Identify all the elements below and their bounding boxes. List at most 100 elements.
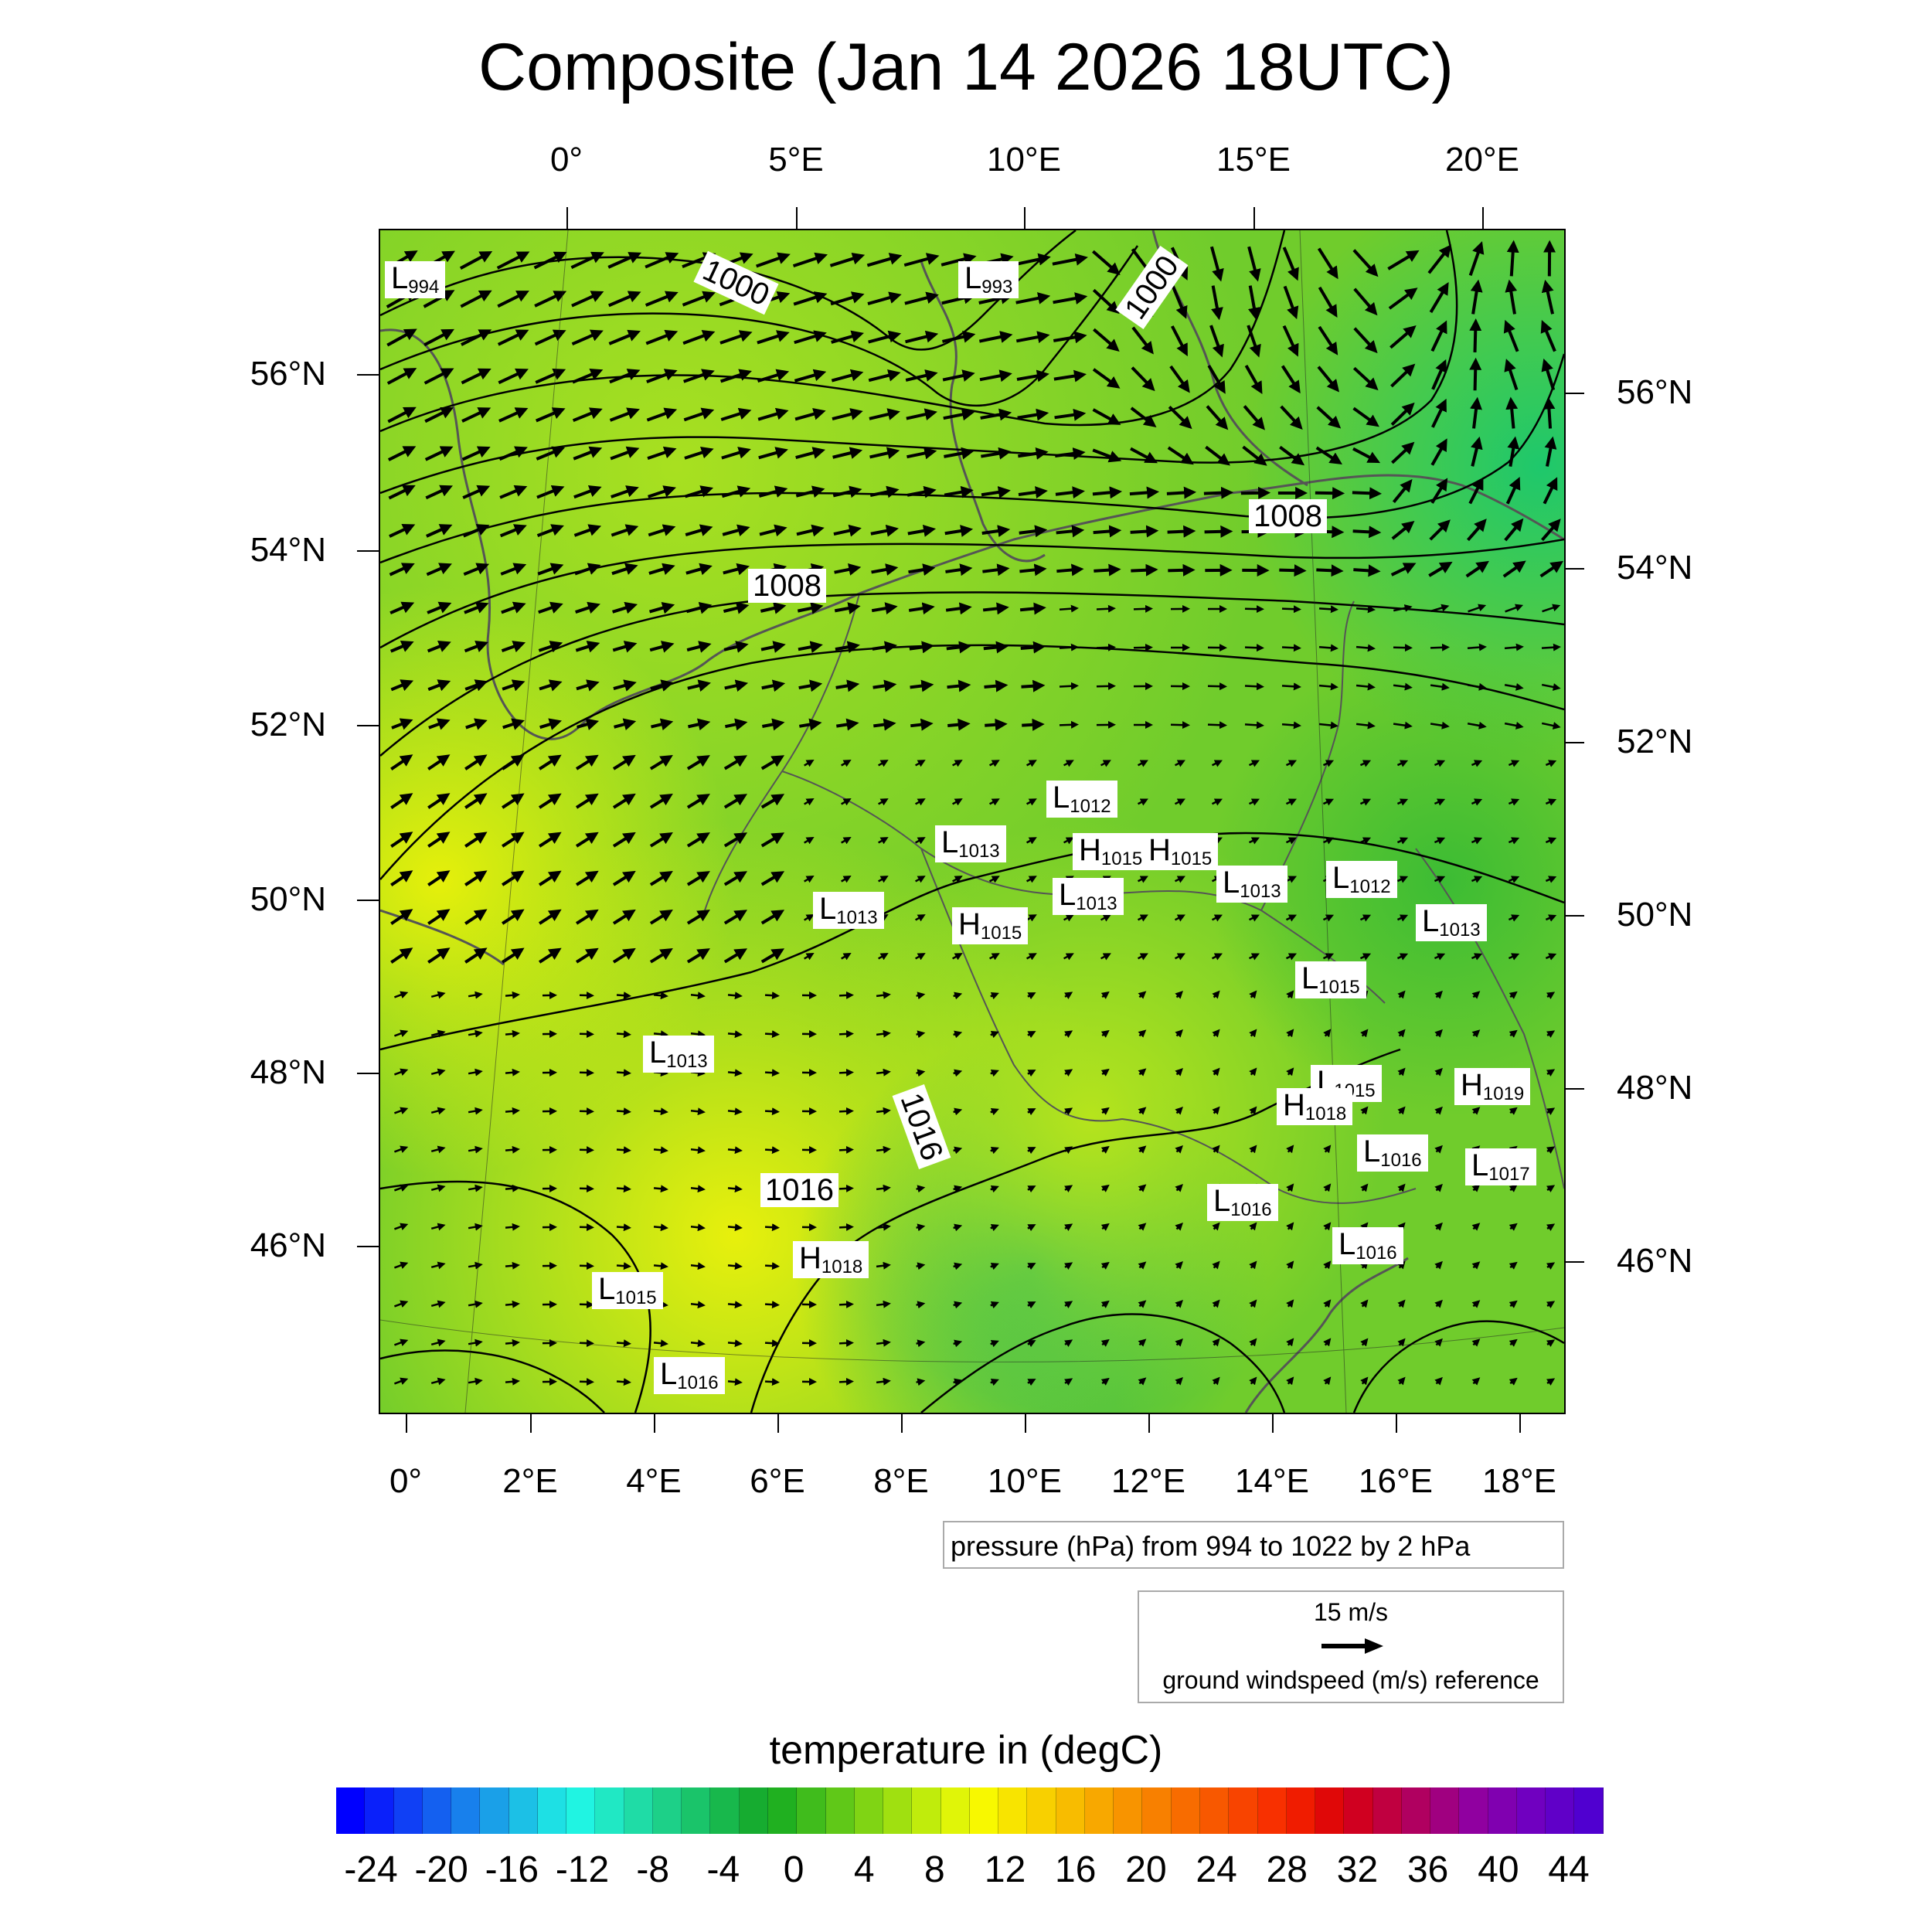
wind-vector — [1064, 1069, 1073, 1077]
wind-vector — [427, 947, 451, 964]
wind-vector — [804, 875, 815, 883]
wind-vector — [393, 1261, 409, 1270]
wind-vector — [1396, 876, 1409, 883]
colorbar-swatch — [739, 1787, 768, 1834]
wind-vector — [1508, 798, 1520, 806]
wind-vector — [1175, 1106, 1183, 1115]
wind-vector — [1212, 1029, 1220, 1038]
wind-vector — [1285, 914, 1298, 922]
wind-vector — [908, 563, 936, 576]
wind-vector — [1100, 1338, 1110, 1347]
wind-vector — [832, 408, 863, 421]
wind-vector — [501, 601, 526, 614]
wind-vector — [1092, 288, 1120, 315]
wind-vector — [650, 679, 674, 692]
wind-vector — [1434, 1029, 1443, 1038]
wind-vector — [1100, 1300, 1110, 1308]
bottom-lon-label: 2°E — [502, 1462, 558, 1500]
wind-vector — [1064, 1301, 1073, 1309]
wind-vector — [390, 909, 413, 925]
map-plot-area[interactable]: L994 L993 L1012 L1013 H1015 H1015 L1013 … — [379, 229, 1566, 1414]
wind-vector — [616, 1107, 631, 1116]
wind-vector — [764, 1301, 780, 1309]
wind-vector — [536, 446, 566, 461]
tick — [796, 207, 798, 229]
wind-vector — [795, 485, 825, 498]
wind-vector — [953, 1185, 963, 1193]
colorbar-tick-label: -12 — [555, 1849, 610, 1890]
wind-vector — [1391, 441, 1415, 464]
wind-vector — [945, 602, 972, 615]
wind-vector — [427, 640, 451, 653]
colorbar-swatch — [336, 1787, 366, 1834]
wind-vector — [683, 407, 715, 422]
wind-vector — [608, 291, 641, 308]
tick — [566, 207, 568, 229]
wind-vector — [792, 252, 828, 268]
wind-vector — [1168, 563, 1196, 577]
wind-vector — [464, 601, 489, 614]
pressure-center-marker: H1015 — [952, 907, 1029, 944]
wind-vector — [393, 1300, 409, 1308]
wind-vector — [1026, 876, 1037, 883]
wind-vector — [1355, 605, 1376, 614]
pressure-center-marker: L1015 — [592, 1272, 663, 1309]
wind-vector — [645, 329, 679, 345]
wind-vector — [1166, 486, 1197, 499]
wind-vector — [1174, 760, 1185, 767]
wind-vector — [391, 718, 413, 730]
wind-vector — [727, 1262, 743, 1270]
wind-vector — [1212, 990, 1220, 999]
wind-vector — [1388, 287, 1418, 310]
wind-vector — [1360, 1299, 1369, 1308]
wind-vector — [1286, 1222, 1294, 1231]
wind-vector — [1468, 477, 1484, 505]
wind-vector — [1285, 837, 1298, 845]
wind-vector — [871, 602, 898, 615]
wind-vector — [1100, 1377, 1110, 1386]
isobar-label: 1008 — [748, 569, 826, 603]
wind-vector — [468, 1068, 483, 1077]
wind-vector — [1434, 953, 1446, 961]
wind-vector — [916, 1378, 926, 1386]
wind-vector — [1207, 721, 1227, 730]
wind-vector — [1430, 721, 1450, 730]
wind-vector — [760, 794, 785, 809]
tick — [1396, 1411, 1397, 1433]
wind-vector — [424, 407, 454, 423]
wind-vector — [571, 291, 604, 308]
wind-vector — [1174, 798, 1185, 806]
right-lat-label: 48°N — [1617, 1069, 1693, 1107]
colorbar-swatch — [883, 1787, 913, 1834]
wind-vector — [1315, 487, 1345, 500]
wind-vector — [613, 679, 637, 692]
wind-vector — [1248, 285, 1260, 321]
wind-vector — [464, 947, 488, 964]
wind-vector — [1212, 1260, 1220, 1270]
wind-vector — [425, 485, 453, 500]
wind-vector — [1318, 605, 1338, 614]
wind-vector — [953, 1107, 963, 1116]
pressure-center-marker: L1016 — [654, 1357, 725, 1394]
wind-vector — [876, 991, 891, 999]
wind-vector — [867, 291, 902, 305]
wind-vector — [575, 832, 599, 848]
wind-vector — [727, 1069, 743, 1077]
wind-vector — [1175, 1029, 1183, 1038]
temperature-colorbar — [336, 1787, 1604, 1834]
wind-vector — [1212, 1106, 1220, 1115]
wind-vector — [1430, 438, 1447, 466]
wind-vector — [1064, 1223, 1073, 1232]
wind-vector — [723, 602, 750, 614]
wind-vector — [1021, 679, 1046, 692]
wind-vector — [720, 407, 752, 421]
wind-vector — [1546, 1107, 1556, 1116]
wind-vector — [502, 679, 526, 692]
wind-vector — [538, 641, 563, 653]
wind-vector — [830, 291, 865, 306]
wind-vector — [1100, 1068, 1110, 1077]
wind-vector — [1017, 408, 1049, 421]
wind-vector — [1137, 876, 1148, 883]
wind-vector — [1543, 477, 1558, 505]
wind-vector — [1093, 525, 1122, 538]
